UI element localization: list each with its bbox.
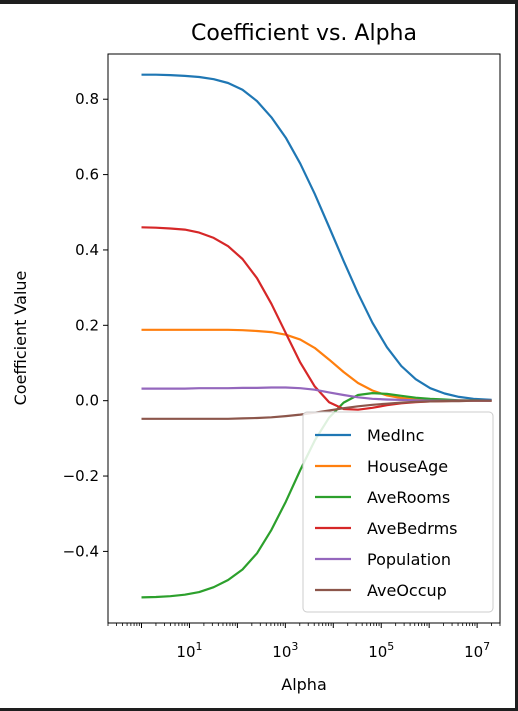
series-line-avebedrms — [141, 226, 492, 411]
y-tick-label: 0.6 — [75, 166, 99, 184]
y-tick-label: −0.4 — [63, 542, 99, 560]
y-tick-label: 0.4 — [75, 241, 99, 259]
axes-layer: 0.8 0.6 0.4 0.2 0.0 −0.2 −0.4 101 103 105 107 — [63, 53, 501, 661]
y-axis-label: Coefficient Value — [11, 271, 30, 406]
legend-label-avebedrms: AveBedrms — [367, 519, 458, 538]
x-tick-label: 103 — [272, 640, 298, 661]
top-border — [0, 0, 518, 4]
plot-frame — [107, 53, 501, 624]
legend-label-aveoccup: AveOccup — [367, 581, 447, 600]
legend-label-population: Population — [367, 550, 451, 569]
series-layer — [141, 73, 492, 599]
y-tick-label: −0.2 — [63, 467, 99, 485]
chart-title: Coefficient vs. Alpha — [191, 21, 417, 46]
x-tick-label: 101 — [176, 640, 202, 661]
y-tick-label: 0.8 — [75, 90, 99, 108]
y-tick-label: 0.0 — [75, 392, 99, 410]
legend: MedInc HouseAge AveRooms AveBedrms Populatio… — [302, 411, 494, 613]
legend-label-houseage: HouseAge — [367, 457, 448, 476]
right-border — [515, 0, 518, 711]
x-tick-label: 105 — [368, 640, 394, 661]
legend-label-medinc: MedInc — [367, 426, 424, 445]
series-line-medinc — [141, 73, 492, 401]
legend-label-averooms: AveRooms — [367, 488, 450, 507]
x-tick-label: 107 — [464, 640, 490, 661]
bottom-border — [0, 708, 518, 711]
x-axis-label: Alpha — [281, 675, 327, 694]
y-tick-label: 0.2 — [75, 316, 99, 334]
legend-box — [302, 411, 494, 613]
